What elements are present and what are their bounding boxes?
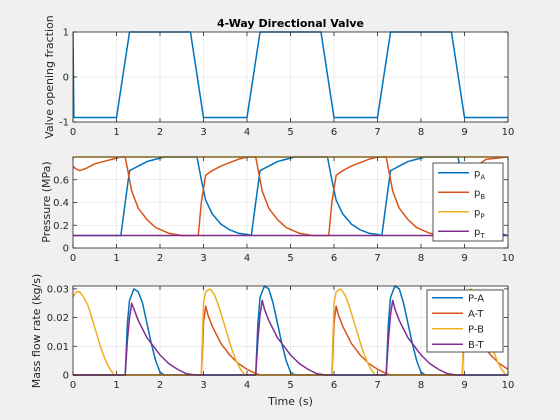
pressure-panel: Pressure (MPa) 0 1 2 3 4 5 6 7 8 9 1000.20.40.6pAp… xyxy=(40,156,515,264)
x-tick-label: 4 xyxy=(244,253,250,264)
y-axis-label: Valve opening fraction xyxy=(43,15,56,138)
x-tick-label: 2 xyxy=(157,253,163,264)
legend: pA pB pP pT xyxy=(432,162,504,242)
x-tick-label: 8 xyxy=(418,380,424,391)
legend-label: pA xyxy=(474,168,485,181)
x-tick-label: 4 xyxy=(244,127,250,138)
mass-flow-panel: Mass flow rate (kg/s) Time (s) 0 1 2 3 4 5 6 7 8… xyxy=(30,274,514,408)
series-line-b-t xyxy=(73,299,508,376)
y-tick-label: 0.6 xyxy=(53,175,69,186)
legend-label: A-T xyxy=(468,309,484,320)
y-tick-label: 0 xyxy=(63,371,69,382)
y-tick-label: 0.4 xyxy=(53,198,69,209)
valve-opening-panel: 4-Way Directional Valve Valve opening fr… xyxy=(43,15,514,138)
x-tick-label: 5 xyxy=(287,380,293,391)
x-tick-label: 9 xyxy=(461,253,467,264)
chart-title: 4-Way Directional Valve xyxy=(217,17,364,30)
x-tick-label: 10 xyxy=(502,380,515,391)
y-tick-label: 0 xyxy=(63,73,69,84)
x-tick-label: 5 xyxy=(287,253,293,264)
y-tick-label: -1 xyxy=(59,118,69,129)
x-tick-label: 3 xyxy=(200,380,206,391)
x-tick-label: 0 xyxy=(70,127,76,138)
series-line-p-a xyxy=(73,285,508,376)
y-tick-label: 0.03 xyxy=(47,284,69,295)
series-line-pb xyxy=(73,156,508,237)
x-tick-label: 8 xyxy=(418,253,424,264)
legend-label: pB xyxy=(474,188,485,201)
y-axis-label: Mass flow rate (kg/s) xyxy=(30,274,43,389)
x-tick-label: 3 xyxy=(200,127,206,138)
x-tick-label: 0 xyxy=(70,380,76,391)
y-axis-label: Pressure (MPa) xyxy=(40,161,53,242)
legend-box xyxy=(432,162,504,242)
x-tick-label: 3 xyxy=(200,253,206,264)
y-tick-label: 0.02 xyxy=(47,313,69,324)
x-tick-label: 1 xyxy=(113,127,119,138)
x-tick-label: 9 xyxy=(461,127,467,138)
x-tick-label: 8 xyxy=(418,127,424,138)
legend: P-A A-T P-B B-T xyxy=(426,289,504,353)
x-tick-label: 7 xyxy=(374,253,380,264)
y-tick-label: 0.01 xyxy=(47,342,69,353)
y-tick-label: 1 xyxy=(63,28,69,39)
x-tick-label: 2 xyxy=(157,127,163,138)
x-tick-label: 6 xyxy=(331,380,337,391)
x-tick-label: 4 xyxy=(244,380,250,391)
y-tick-label: 0 xyxy=(63,244,69,255)
legend-label: B-T xyxy=(468,340,485,351)
x-axis-label: Time (s) xyxy=(267,395,313,408)
legend-label: P-A xyxy=(468,293,484,304)
x-tick-label: 7 xyxy=(374,380,380,391)
x-tick-label: 6 xyxy=(331,253,337,264)
y-tick-label: 0.2 xyxy=(53,221,69,232)
x-tick-label: 1 xyxy=(113,253,119,264)
x-tick-label: 0 xyxy=(70,253,76,264)
x-tick-label: 10 xyxy=(502,253,515,264)
legend-label: pP xyxy=(474,207,485,220)
x-tick-label: 5 xyxy=(287,127,293,138)
x-tick-label: 2 xyxy=(157,380,163,391)
legend-label: pT xyxy=(474,227,485,240)
x-tick-label: 1 xyxy=(113,380,119,391)
x-tick-label: 6 xyxy=(331,127,337,138)
x-tick-label: 7 xyxy=(374,127,380,138)
legend-box xyxy=(426,289,504,353)
legend-label: P-B xyxy=(468,324,484,335)
x-tick-label: 9 xyxy=(461,380,467,391)
x-tick-label: 10 xyxy=(502,127,515,138)
